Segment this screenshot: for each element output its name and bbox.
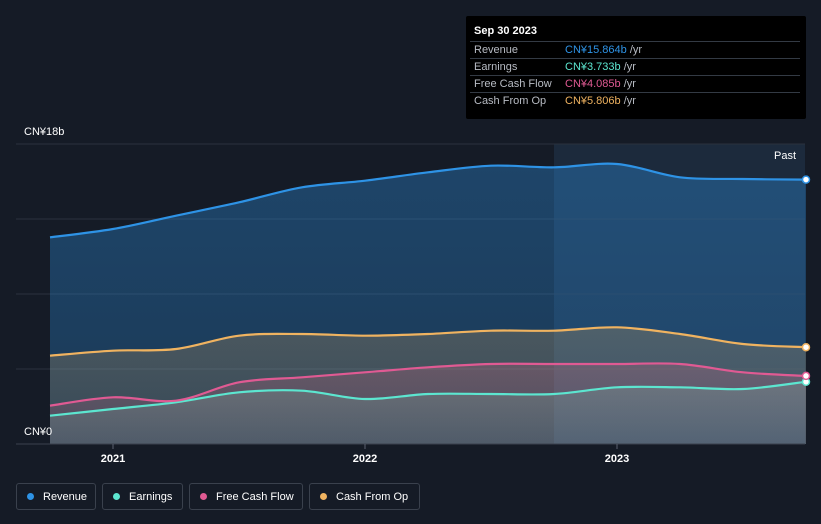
legend-dot-icon [320, 493, 327, 500]
legend-item-revenue[interactable]: Revenue [16, 483, 96, 510]
tooltip: Sep 30 2023 Revenue CN¥15.864b /yr Earni… [466, 16, 806, 119]
legend-item-free-cash-flow[interactable]: Free Cash Flow [189, 483, 303, 510]
tooltip-value: CN¥4.085b [565, 78, 621, 90]
legend-label: Free Cash Flow [216, 490, 294, 503]
line-revenue [49, 162, 807, 239]
legend-dot-icon [27, 493, 34, 500]
legend-item-earnings[interactable]: Earnings [102, 483, 183, 510]
tooltip-unit: /yr [626, 44, 643, 56]
tooltip-row-revenue: Revenue CN¥15.864b /yr [470, 41, 800, 59]
tooltip-row-free-cash-flow: Free Cash Flow CN¥4.085b /yr [470, 75, 800, 93]
line-cash-from-op [49, 326, 807, 357]
legend-label: Earnings [129, 490, 173, 503]
tooltip-label: Free Cash Flow [474, 78, 552, 90]
tooltip-unit: /yr [620, 78, 636, 90]
tooltip-label: Earnings [474, 61, 518, 73]
point-free-cash-flow [801, 371, 811, 381]
tooltip-label: Cash From Op [474, 95, 547, 107]
tooltip-value: CN¥5.806b [565, 95, 621, 107]
line-earnings [49, 380, 807, 417]
tooltip-unit: /yr [620, 61, 636, 73]
tooltip-label: Revenue [474, 44, 519, 56]
area-cash-from-op [50, 327, 806, 444]
tooltip-row-earnings: Earnings CN¥3.733b /yr [470, 58, 800, 76]
legend-label: Revenue [43, 490, 88, 503]
legend-dot-icon [200, 493, 207, 500]
x-tick-label: 2021 [101, 453, 125, 465]
legend-dot-icon [113, 493, 120, 500]
x-tick-label: 2022 [353, 453, 377, 465]
y-axis-max-label: CN¥18b [24, 126, 65, 138]
x-tick-label: 2023 [605, 453, 629, 465]
legend-item-cash-from-op[interactable]: Cash From Op [309, 483, 420, 510]
y-axis-min-label: CN¥0 [24, 426, 53, 438]
point-cash-from-op [801, 342, 811, 352]
past-region-label: Past [774, 150, 797, 162]
point-revenue [801, 175, 811, 184]
tooltip-unit: /yr [620, 95, 636, 107]
tooltip-value: CN¥3.733b [565, 61, 621, 73]
line-free-cash-flow [49, 362, 807, 407]
tooltip-row-cash-from-op: Cash From Op CN¥5.806b /yr [470, 92, 800, 110]
legend-label: Cash From Op [336, 490, 409, 503]
tooltip-date: Sep 30 2023 [474, 25, 537, 37]
tooltip-value: CN¥15.864b [565, 44, 627, 56]
